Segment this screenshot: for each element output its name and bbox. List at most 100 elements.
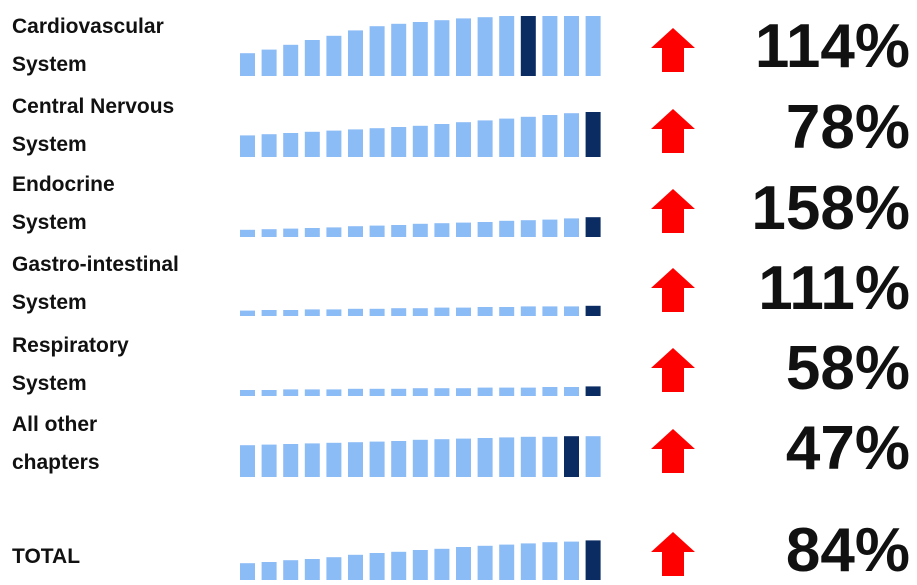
- sparkline-bar: [348, 30, 363, 76]
- sparkline-bar: [585, 436, 601, 477]
- up-arrow-icon: [651, 109, 695, 153]
- sparkline-bar: [434, 223, 450, 237]
- sparkline-bar: [369, 388, 385, 396]
- sparkline-bar: [499, 544, 515, 580]
- sparkline-bar: [520, 387, 536, 396]
- sparkline-bar: [520, 116, 536, 157]
- sparkline-bar: [326, 442, 342, 477]
- sparkline-bar: [520, 543, 536, 580]
- sparkline-bar: [434, 548, 450, 580]
- sparkline-bar: [326, 35, 342, 76]
- sparkline-bar: [369, 128, 385, 157]
- sparkline-bar: [261, 310, 277, 316]
- sparkline-bar: [434, 307, 450, 316]
- sparkline-bar: [477, 387, 493, 396]
- sparkline-bar: [564, 541, 579, 580]
- change-endocrine: 158%: [751, 174, 910, 243]
- change-cardiovascular: 114%: [754, 12, 910, 81]
- sparkline-bar: [283, 310, 299, 316]
- row-label-cardiovascular: Cardiovascular System: [12, 15, 164, 76]
- sparkline-bar: [434, 124, 450, 157]
- up-arrow-icon: [651, 189, 695, 233]
- sparkline-bar: [326, 557, 342, 580]
- sparkline-bar: [391, 441, 407, 477]
- sparkline-bar: [477, 545, 493, 580]
- sparkline-bar: [304, 389, 320, 396]
- sparkline-bar: [369, 441, 385, 477]
- sparkline-bar: [261, 229, 277, 237]
- sparkline-bar: [369, 26, 385, 76]
- sparkline-bar: [477, 17, 493, 76]
- sparkline-bar: [261, 444, 277, 477]
- sparkline-bar: [391, 551, 407, 580]
- sparkline-bar: [499, 16, 515, 76]
- sparkline-bar: [477, 438, 493, 477]
- sparkline-bar: [348, 388, 363, 396]
- sparkline-bar: [240, 563, 255, 580]
- change-respiratory: 58%: [785, 334, 910, 403]
- sparkline-bar: [283, 389, 299, 396]
- sparkline-bar: [499, 118, 515, 157]
- sparkline-bar: [520, 306, 536, 316]
- sparkline-bar: [412, 308, 428, 316]
- sparkline-bar: [261, 134, 277, 157]
- sparkline-bar: [477, 120, 493, 157]
- sparkline-bar: [304, 40, 320, 76]
- sparkline-bar: [412, 550, 428, 580]
- sparkline-bar: [434, 388, 450, 396]
- sparkline-bar: [585, 386, 601, 396]
- sparkline-bar: [283, 44, 299, 76]
- sparkline-bar: [412, 22, 428, 76]
- sparkline-bar: [585, 540, 601, 580]
- sparkline-bar: [240, 53, 255, 76]
- sparkline-bar: [412, 125, 428, 157]
- change-central-nervous: 78%: [785, 93, 910, 162]
- sparkline-bar: [391, 388, 407, 396]
- sparkline-bar: [261, 49, 277, 76]
- sparkline-bar: [456, 388, 471, 396]
- sparkline-bar: [456, 18, 471, 76]
- sparkline-bar: [326, 130, 342, 157]
- sparkline-bar: [542, 219, 558, 237]
- sparkline-bar: [542, 115, 558, 157]
- sparkline-bar: [499, 220, 515, 237]
- up-arrow-icon: [651, 532, 695, 576]
- sparkline-bar: [564, 218, 579, 237]
- sparkline-bar: [391, 225, 407, 237]
- sparkline-bar: [369, 308, 385, 316]
- sparkline-bar: [564, 113, 579, 157]
- sparkline-bar: [564, 306, 579, 316]
- sparkline-bar: [369, 553, 385, 580]
- sparkline-bar: [240, 390, 255, 396]
- change-all-other: 47%: [785, 414, 910, 483]
- sparkline-bar: [542, 542, 558, 580]
- sparkline-bar: [499, 307, 515, 316]
- sparkline-bar: [585, 305, 601, 316]
- sparkline-bar: [304, 309, 320, 316]
- sparkline-bar: [564, 16, 579, 76]
- sparkline-bar: [477, 222, 493, 237]
- sparkline-bar: [261, 562, 277, 580]
- sparkline-bar: [304, 131, 320, 157]
- sparkline-bar: [564, 436, 579, 477]
- sparkline-bar: [326, 227, 342, 237]
- sparkline-bar: [391, 308, 407, 316]
- sparkline-bar: [412, 439, 428, 477]
- sparkline-bar: [520, 220, 536, 237]
- sparkline-bar: [542, 16, 558, 76]
- sparkline-bar: [542, 387, 558, 396]
- sparkline-bar: [304, 559, 320, 580]
- sparkline-bar: [304, 443, 320, 477]
- row-label-endocrine: Endocrine System: [12, 173, 115, 234]
- sparkline-bar: [520, 436, 536, 477]
- sparkline-bar: [456, 307, 471, 316]
- row-label-central-nervous: Central Nervous System: [12, 95, 175, 156]
- sparkline-bar: [564, 387, 579, 396]
- sparkline-bar: [391, 23, 407, 76]
- sparkline-bar: [499, 437, 515, 477]
- up-arrow-icon: [651, 268, 695, 312]
- sparkline-bar: [348, 308, 363, 316]
- row-label-all-other: All other chapters: [12, 413, 100, 474]
- up-arrow-icon: [651, 348, 695, 392]
- up-arrow-icon: [651, 28, 695, 72]
